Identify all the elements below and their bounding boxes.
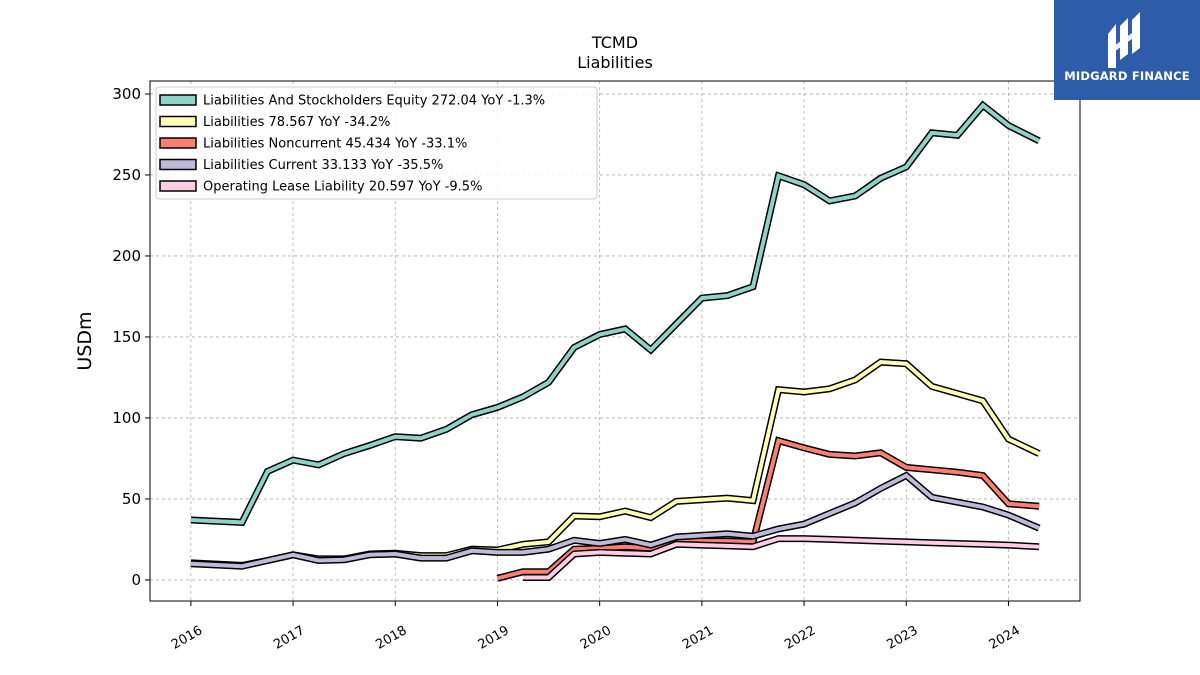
y-tick-label: 150 [112,328,141,346]
chart-title-group: TCMD Liabilities [577,33,653,72]
legend-label: Liabilities And Stockholders Equity 272.… [203,94,545,109]
y-tick-label: 300 [112,85,141,103]
series-line-3 [496,436,1040,582]
legend: Liabilities And Stockholders Equity 272.… [155,86,598,200]
y-tick-label: 50 [122,490,141,508]
series-stroke [190,473,1040,569]
x-tick-label: 2016 [169,623,205,653]
legend-swatch [159,115,197,128]
series-line-4 [190,471,1041,570]
x-tick-label: 2017 [271,623,307,653]
legend-item: Liabilities 78.567 YoY -34.2% [159,115,390,130]
legend-label: Liabilities Noncurrent 45.434 YoY -33.1% [203,137,467,152]
x-tick-label: 2024 [987,623,1023,653]
x-tick-label: 2023 [884,623,920,653]
series-line-1 [190,100,1041,527]
midgard-monogram-icon [1108,12,1140,68]
series-outline [496,436,1040,582]
legend-item: Liabilities And Stockholders Equity 272.… [159,94,545,109]
legend-box [155,86,598,200]
legend-label: Operating Lease Liability 20.597 YoY -9.… [203,180,482,195]
y-tick-label: 250 [112,166,141,184]
brand-logo: MIDGARD FINANCE [1054,0,1200,100]
y-tick-label: 200 [112,247,141,265]
legend-item: Liabilities Current 33.133 YoY -35.5% [159,158,443,173]
x-tick-label: 2022 [782,623,818,653]
x-tick-label: 2021 [680,623,716,653]
legend-label: Liabilities Current 33.133 YoY -35.5% [203,158,443,173]
brand-name: MIDGARD FINANCE [1064,69,1190,83]
series-layer [190,100,1041,582]
y-tick-label: 100 [112,409,141,427]
x-tick-label: 2018 [373,623,409,653]
x-tick-label: 2020 [578,623,614,653]
chart-title: TCMD [591,33,638,52]
x-tick-label: 2019 [476,623,512,653]
series-stroke [190,102,1040,525]
legend-swatch [159,94,197,106]
legend-label: Liabilities 78.567 YoY -34.2% [203,115,390,130]
legend-item: Liabilities Noncurrent 45.434 YoY -33.1% [159,137,467,152]
series-line-5 [523,535,1040,581]
legend-swatch [159,180,197,192]
series-stroke [523,536,1040,580]
chart-subtitle: Liabilities [577,53,653,72]
plot-frame [149,80,1081,602]
legend-swatch [159,158,197,171]
legend-swatch [159,137,197,149]
y-tick-label: 0 [131,571,141,589]
y-axis-label: USDm [74,311,96,370]
series-stroke [497,438,1040,581]
legend-item: Operating Lease Liability 20.597 YoY -9.… [159,180,482,195]
